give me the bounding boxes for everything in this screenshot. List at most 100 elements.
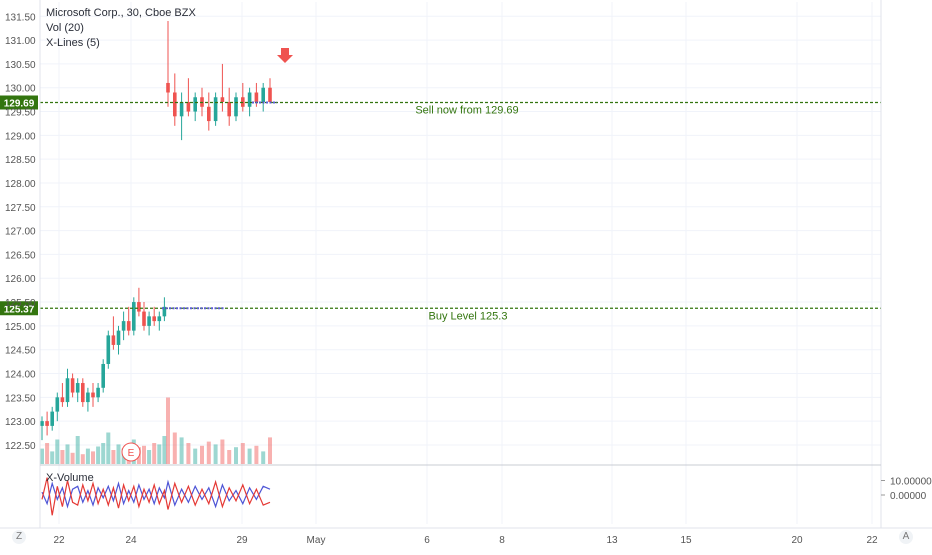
volume-bar xyxy=(65,444,70,464)
candle-body xyxy=(70,378,75,393)
y-tick-label: 126.00 xyxy=(5,274,36,285)
y-tick-label: 123.00 xyxy=(5,417,36,428)
candle-body xyxy=(126,321,131,331)
volume-bar xyxy=(157,444,162,464)
candle-body xyxy=(137,302,141,312)
volume-bar xyxy=(85,448,90,464)
candle-body xyxy=(91,392,95,398)
y-tick-label: 126.50 xyxy=(5,250,36,261)
earnings-marker[interactable]: E xyxy=(121,442,141,462)
candle-body xyxy=(162,306,167,317)
candle-body xyxy=(121,321,126,331)
x-tick-label: 8 xyxy=(499,535,505,546)
legend-symbol[interactable]: Microsoft Corp., 30, Cboe BZX xyxy=(46,7,196,19)
candle-body xyxy=(142,311,146,326)
candle-body xyxy=(220,97,225,103)
y-tick-label: 122.50 xyxy=(5,441,36,452)
candle-body xyxy=(81,383,85,403)
price-levels: Sell now from 129.69 129.69 Buy Level 125.… xyxy=(0,95,881,322)
x-tick-label: 6 xyxy=(424,535,430,546)
y-tick-label: 129.00 xyxy=(5,131,36,142)
earnings-marker-circle[interactable] xyxy=(121,442,141,462)
level-label: Sell now from 129.69 xyxy=(415,104,518,116)
x-tick-label: 13 xyxy=(606,535,618,546)
chart-legend: Microsoft Corp., 30, Cboe BZX Vol (20) X… xyxy=(46,6,196,51)
volume-bar xyxy=(220,439,225,464)
y-tick-label: 131.50 xyxy=(5,12,36,23)
candle-body xyxy=(147,316,151,326)
y-tick-label: 130.50 xyxy=(5,60,36,71)
price-label: 125.37 xyxy=(4,304,35,315)
volume-bar xyxy=(91,451,95,464)
y-tick-label: 128.50 xyxy=(5,155,36,166)
y-tick-label: 125.00 xyxy=(5,322,36,333)
volume-bar xyxy=(162,436,167,464)
legend-volume[interactable]: Vol (20) xyxy=(46,22,84,34)
volume-bar xyxy=(200,445,204,464)
candle-body xyxy=(193,97,197,112)
volume-bar xyxy=(179,437,184,464)
candle-body xyxy=(60,397,65,403)
candle-body xyxy=(207,106,211,122)
volume-bar xyxy=(106,432,111,464)
x-volume-indicator: 10.00000 0.00000 xyxy=(41,477,932,516)
auto-scale-icon[interactable]: A xyxy=(899,530,913,544)
candle-body xyxy=(132,302,136,331)
candlesticks[interactable] xyxy=(40,21,272,441)
volume-bar xyxy=(55,439,60,464)
y-tick-label: 128.00 xyxy=(5,179,36,190)
candle-body xyxy=(227,102,231,117)
volume-bar xyxy=(206,441,211,464)
x-tick-label: May xyxy=(307,535,326,546)
price-label-bg xyxy=(0,95,38,110)
y-tick-label: 130.00 xyxy=(5,84,36,95)
volume-bar xyxy=(60,450,65,464)
volume-bar xyxy=(261,451,266,464)
x-tick-label: 20 xyxy=(791,535,803,546)
candle-body xyxy=(186,102,191,112)
y-tick-label: 124.50 xyxy=(5,346,36,357)
candle-body xyxy=(111,335,116,345)
candle-body xyxy=(179,102,184,117)
volume-bar xyxy=(142,445,146,464)
volume-bar xyxy=(193,448,198,464)
legend-xlines[interactable]: X-Lines (5) xyxy=(46,37,100,49)
zoom-reset-icon[interactable]: Z xyxy=(12,530,26,544)
x-tick-label: 29 xyxy=(236,535,248,546)
volume-bar xyxy=(213,444,218,464)
candle-body xyxy=(234,97,238,117)
y-tick-label: 127.50 xyxy=(5,203,36,214)
ind-tick-label: 0.00000 xyxy=(890,491,927,502)
candle-body xyxy=(65,378,70,403)
candle-body xyxy=(45,421,49,426)
y-tick-label: 131.00 xyxy=(5,36,36,47)
volume-bar xyxy=(227,450,232,464)
volume-bar xyxy=(254,445,259,464)
volume-bar xyxy=(247,448,252,464)
candle-body xyxy=(173,92,177,117)
volume-bar xyxy=(116,444,121,464)
volume-bar xyxy=(166,397,170,464)
volume-bar xyxy=(80,454,85,464)
candle-body xyxy=(166,82,170,93)
candle-body xyxy=(157,316,162,322)
volume-bar xyxy=(75,436,80,464)
volume-bar xyxy=(50,451,55,464)
indicator-title[interactable]: X-Volume xyxy=(46,472,94,484)
candle-body xyxy=(75,383,80,393)
volume-bar xyxy=(152,443,157,464)
candle-body xyxy=(213,97,218,122)
grid-lines xyxy=(40,2,881,524)
volume-bar xyxy=(40,448,44,464)
y-tick-label: 127.00 xyxy=(5,227,36,238)
volume-bar xyxy=(111,450,116,464)
y-tick-label: 129.50 xyxy=(5,108,36,119)
ind-series-line xyxy=(41,479,271,509)
price-label: 129.69 xyxy=(4,98,35,109)
ind-series-line xyxy=(41,477,271,516)
ind-tick-label: 10.00000 xyxy=(890,477,932,488)
candle-body xyxy=(40,421,44,426)
